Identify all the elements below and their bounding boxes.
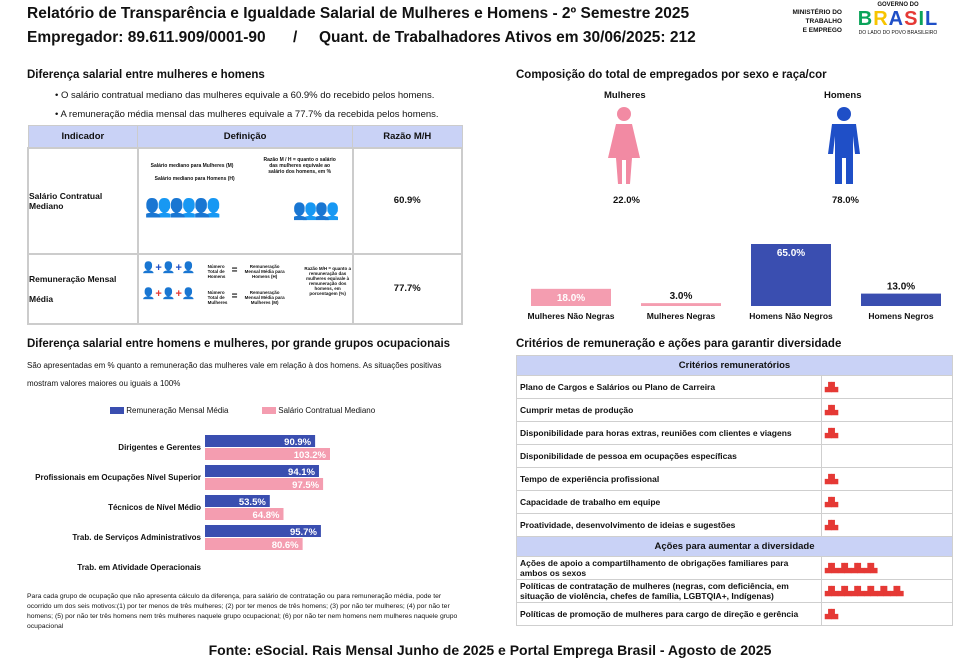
people-icons-right: 👥👥 bbox=[292, 198, 340, 221]
building-icons: ▟▙ bbox=[821, 602, 953, 626]
salary-bar-1 bbox=[205, 478, 324, 490]
occupational-desc-2: mostram valores maiores ou iguais a 100% bbox=[27, 379, 181, 388]
remun-criteria-header: Critérios remuneratórios bbox=[516, 355, 953, 376]
bar-3 bbox=[861, 293, 941, 306]
category-label-2: Homens Não Negros bbox=[749, 311, 833, 321]
criteria-item: Plano de Cargos e Salários ou Plano de C… bbox=[516, 375, 822, 399]
criteria-item: Tempo de experiência profissional bbox=[516, 467, 822, 491]
bar-label-3: 13.0% bbox=[887, 282, 915, 293]
ratio-remuneration: 77.7% bbox=[351, 252, 464, 325]
criteria-item: Disponibilidade de pessoa em ocupações e… bbox=[516, 444, 822, 468]
legend-salary: Salário Contratual Mediano bbox=[262, 406, 375, 415]
definition-remuneration: 👤+👤+👤 Número Total de Homens = Remuneraç… bbox=[136, 252, 354, 325]
criteria-item: Cumprir metas de produção bbox=[516, 398, 822, 422]
composition-title: Composição do total de empregados por se… bbox=[516, 69, 827, 81]
bar-0 bbox=[531, 288, 611, 306]
col-definition: Definição bbox=[137, 125, 354, 148]
indicator-remuneration: Remuneração Mensal Média bbox=[27, 252, 139, 325]
bar-2 bbox=[751, 244, 831, 306]
report-title: Relatório de Transparência e Igualdade S… bbox=[27, 5, 690, 22]
salary-value-2: 64.8% bbox=[253, 510, 280, 521]
col-indicator: Indicador bbox=[27, 125, 139, 148]
building-icons: ▟▙ bbox=[821, 490, 953, 514]
category-label-1: Mulheres Negras bbox=[647, 311, 716, 321]
salary-gap-title: Diferença salarial entre mulheres e home… bbox=[27, 69, 265, 81]
women-pct: 22.0% bbox=[613, 195, 640, 206]
indicator-table: Indicador Definição Razão M/H Salário Co… bbox=[27, 125, 464, 325]
occupational-desc-1: São apresentadas em % quanto a remuneraç… bbox=[27, 361, 442, 370]
men-pct: 78.0% bbox=[832, 195, 859, 206]
building-icons: ▟▙▟▙▟▙▟▙ bbox=[821, 556, 953, 580]
bullet-1: • O salário contratual mediano das mulhe… bbox=[55, 90, 435, 101]
remuneration-value-2: 53.5% bbox=[239, 497, 266, 508]
remuneration-bar-2 bbox=[205, 495, 270, 507]
remuneration-value-1: 94.1% bbox=[288, 467, 315, 478]
legend-remuneration: Remuneração Mensal Média bbox=[110, 406, 229, 415]
category-label-0: Mulheres Não Negras bbox=[528, 311, 615, 321]
men-label: Homens bbox=[824, 90, 862, 101]
occupation-label-2: Técnicos de Nível Médio bbox=[108, 503, 201, 512]
remuneration-bar-1 bbox=[205, 465, 319, 477]
bar-1 bbox=[641, 303, 721, 306]
definition-salary: Salário mediano para Mulheres (M) Salári… bbox=[136, 146, 354, 255]
occupational-title: Diferença salarial entre homens e mulher… bbox=[27, 338, 451, 350]
active-workers: Quant. de Trabalhadores Ativos em 30/06/… bbox=[319, 29, 696, 46]
remuneration-bar-0 bbox=[205, 435, 316, 447]
action-item: Políticas de promoção de mulheres para c… bbox=[516, 602, 822, 626]
diversity-actions-header: Ações para aumentar a diversidade bbox=[516, 536, 953, 557]
category-label-3: Homens Negros bbox=[868, 311, 933, 321]
employer-id: Empregador: 89.611.909/0001-90 bbox=[27, 29, 266, 46]
remuneration-bar-3 bbox=[205, 525, 321, 537]
occupation-label-1: Profissionais em Ocupações Nível Superio… bbox=[35, 473, 201, 482]
header-separator: / bbox=[293, 29, 298, 46]
building-icons: ▟▙ bbox=[821, 513, 953, 537]
woman-icon bbox=[608, 107, 640, 184]
criteria-title: Critérios de remuneração e ações para ga… bbox=[516, 338, 842, 350]
indicator-salary: Salário Contratual Mediano bbox=[27, 146, 139, 255]
salary-bar-0 bbox=[205, 448, 330, 460]
salary-value-3: 80.6% bbox=[272, 540, 299, 551]
building-icons: ▟▙▟▙▟▙▟▙▟▙▟▙ bbox=[821, 579, 953, 603]
action-item: Políticas de contratação de mulheres (ne… bbox=[516, 579, 822, 603]
building-icons: ▟▙ bbox=[821, 421, 953, 445]
col-ratio: Razão M/H bbox=[352, 125, 463, 148]
ministry-logo: MINISTÉRIO DO TRABALHO E EMPREGO bbox=[792, 9, 842, 34]
remuneration-value-0: 90.9% bbox=[284, 437, 311, 448]
salary-bar-2 bbox=[205, 508, 284, 520]
building-icons: ▟▙ bbox=[821, 398, 953, 422]
women-label: Mulheres bbox=[604, 90, 646, 101]
bar-label-2: 65.0% bbox=[777, 248, 805, 259]
criteria-item: Disponibilidade para horas extras, reuni… bbox=[516, 421, 822, 445]
criteria-table: Critérios remuneratórios Plano de Cargos … bbox=[516, 355, 953, 626]
occupational-chart: Dirigentes e Gerentes 90.9% 103.2% Profissi… bbox=[35, 435, 330, 572]
building-icons: ▟▙ bbox=[821, 375, 953, 399]
occupation-label-4: Trab. em Atividade Operacionais bbox=[77, 563, 201, 572]
ratio-salary: 60.9% bbox=[351, 146, 464, 255]
footnote: Para cada grupo de ocupação que não apre… bbox=[27, 593, 458, 630]
building-icons: ▟▙ bbox=[821, 467, 953, 491]
bar-label-0: 18.0% bbox=[557, 293, 585, 304]
salary-bar-3 bbox=[205, 538, 303, 550]
salary-value-1: 97.5% bbox=[292, 480, 319, 491]
people-icons-left: 👥👥👥 bbox=[144, 192, 221, 218]
man-icon bbox=[828, 107, 860, 184]
remuneration-value-3: 95.7% bbox=[290, 527, 317, 538]
occupation-label-0: Dirigentes e Gerentes bbox=[118, 443, 201, 452]
building-icons bbox=[821, 444, 953, 468]
bar-label-1: 3.0% bbox=[670, 291, 693, 302]
bullet-2: • A remuneração média mensal das mulhere… bbox=[55, 109, 439, 120]
criteria-item: Proatividade, desenvolvimento de ideias … bbox=[516, 513, 822, 537]
action-item: Ações de apoio a compartilhamento de obr… bbox=[516, 556, 822, 580]
race-composition-chart: 18.0% Mulheres Não Negras 3.0% Mulheres Neg… bbox=[528, 244, 941, 321]
criteria-item: Capacidade de trabalho em equipe bbox=[516, 490, 822, 514]
salary-value-0: 103.2% bbox=[294, 450, 327, 461]
footer-source: Fonte: eSocial. Rais Mensal Junho de 202… bbox=[208, 642, 772, 658]
occupation-label-3: Trab. de Serviços Administrativos bbox=[72, 533, 201, 542]
gov-brasil-logo: GOVERNO DO BRASIL DO LADO DO POVO BRASIL… bbox=[857, 2, 939, 36]
